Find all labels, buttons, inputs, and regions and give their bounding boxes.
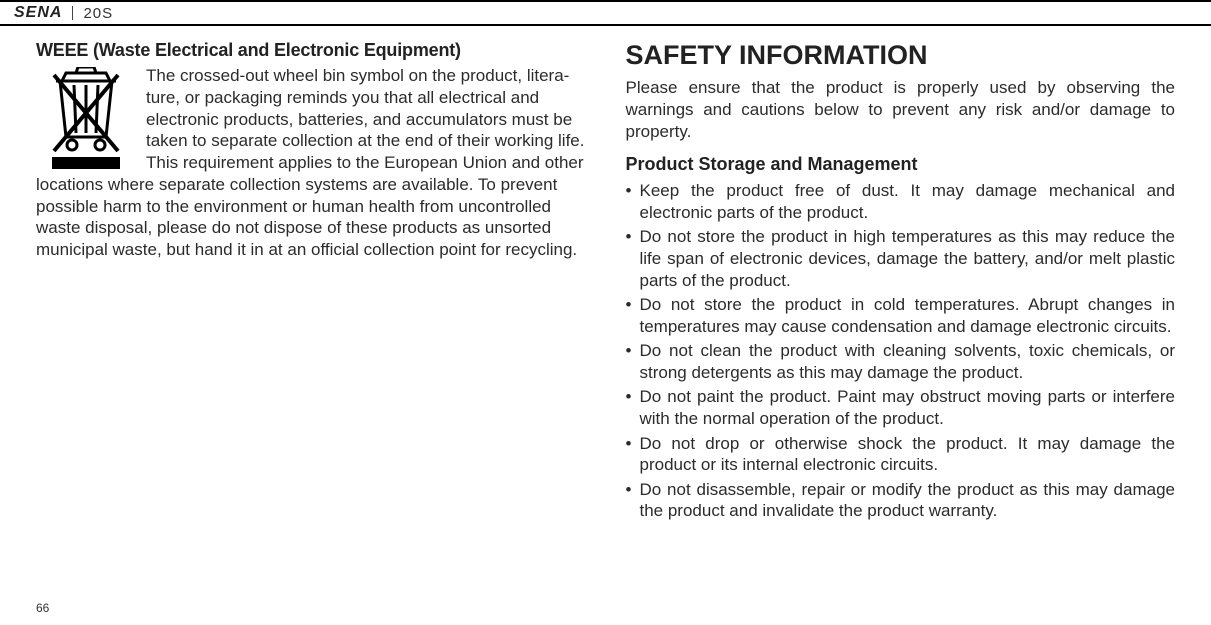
brand-logo: SENA — [14, 4, 62, 22]
safety-heading: SAFETY INFORMATION — [626, 40, 1176, 71]
safety-intro-text: Please ensure that the product is proper… — [626, 77, 1176, 142]
page: SENA 20S WEEE (Waste Electrical and Elec… — [0, 0, 1211, 625]
weee-heading: WEEE (Waste Electrical and Electronic Eq… — [36, 40, 586, 61]
header-divider — [72, 6, 73, 20]
list-item: Do not store the product in high tempera… — [626, 226, 1176, 291]
page-number: 66 — [36, 601, 49, 615]
storage-bullet-list: Keep the product free of dust. It may da… — [626, 180, 1176, 522]
list-item: Do not disassemble, repair or modify the… — [626, 479, 1176, 522]
list-item: Keep the product free of dust. It may da… — [626, 180, 1176, 223]
storage-heading: Product Storage and Management — [626, 154, 1176, 175]
list-item: Do not store the product in cold tempera… — [626, 294, 1176, 337]
weee-block: The crossed-out wheel bin symbol on the … — [36, 65, 586, 261]
left-column: WEEE (Waste Electrical and Electronic Eq… — [36, 40, 586, 525]
model-label: 20S — [83, 5, 113, 22]
header-bar: SENA 20S — [0, 0, 1211, 26]
list-item: Do not paint the product. Paint may obst… — [626, 386, 1176, 429]
content-area: WEEE (Waste Electrical and Electronic Eq… — [0, 26, 1211, 525]
list-item: Do not drop or otherwise shock the produ… — [626, 433, 1176, 476]
weee-bin-icon — [36, 67, 136, 171]
list-item: Do not clean the product with cleaning s… — [626, 340, 1176, 383]
right-column: SAFETY INFORMATION Please ensure that th… — [626, 40, 1176, 525]
